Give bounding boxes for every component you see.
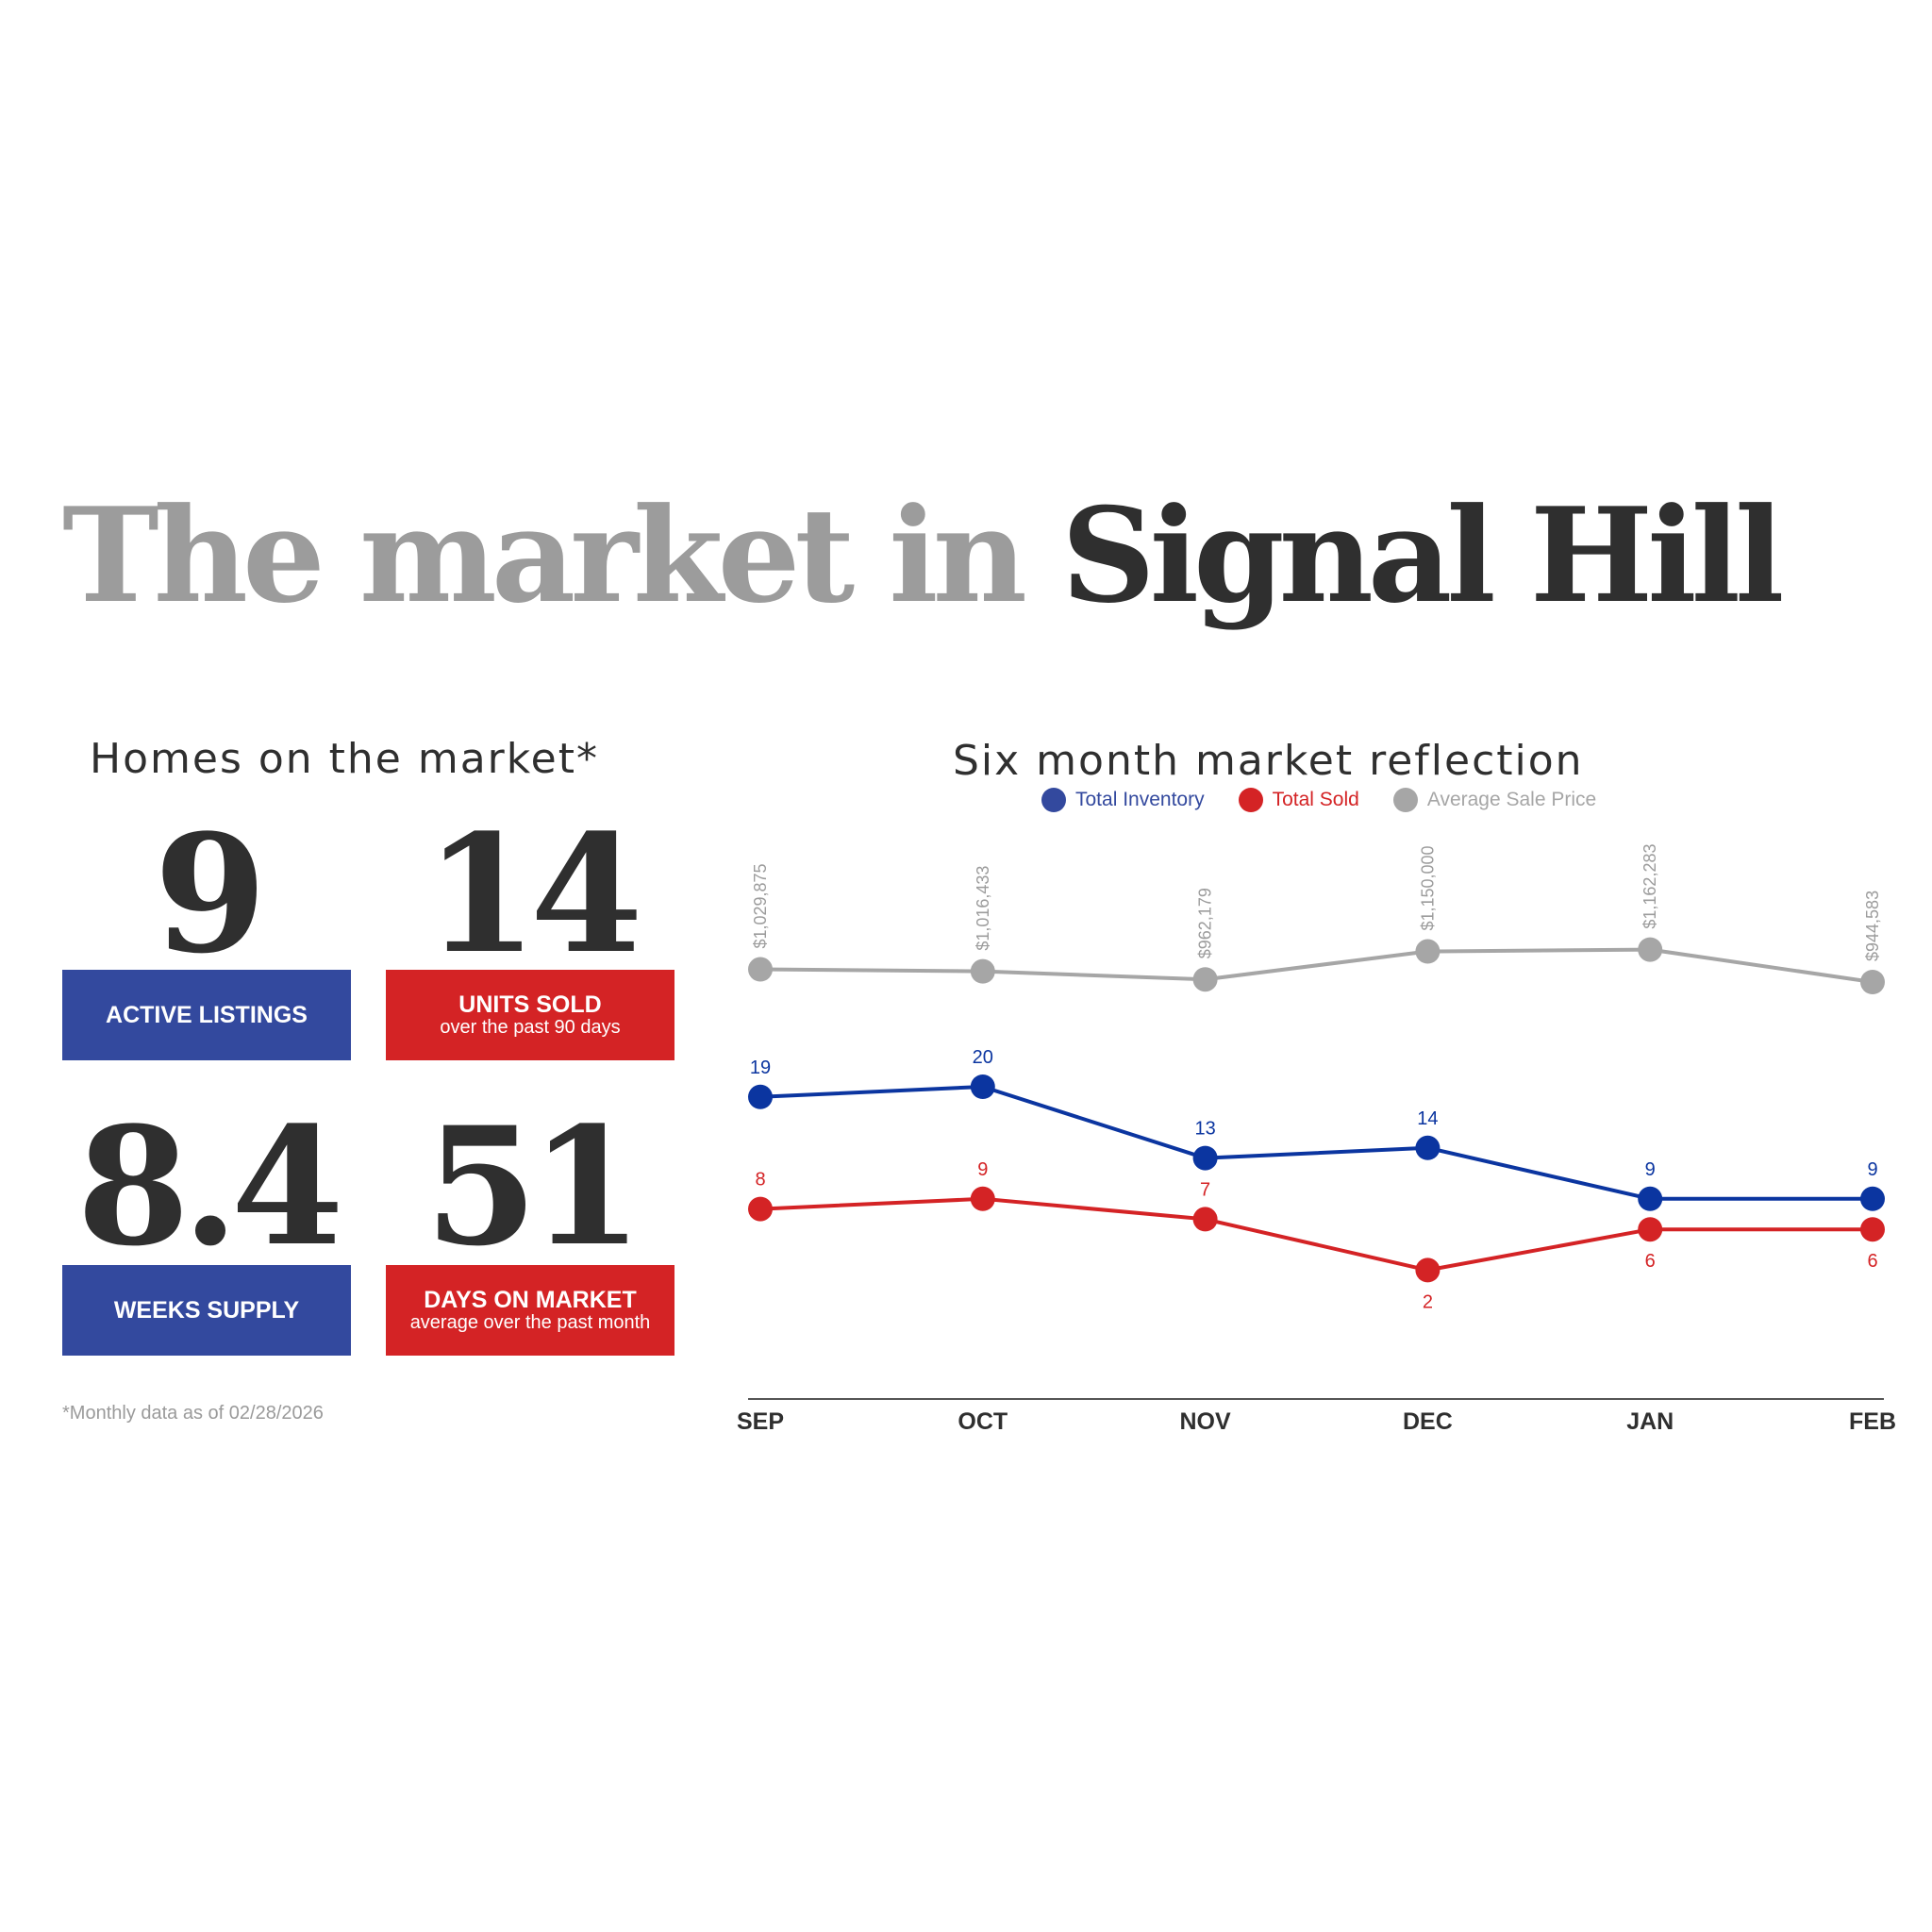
data-point-sold-nov: [1192, 1207, 1218, 1232]
legend-dot-total-sold: [1238, 788, 1263, 812]
data-label-inventory-feb: 9: [1867, 1159, 1877, 1180]
legend-dot-average-sale-price: [1392, 788, 1418, 812]
data-label-sold-jan: 6: [1645, 1251, 1656, 1272]
data-label-price-jan: $1,162,283: [1641, 844, 1659, 929]
weeks-supply-label: WEEKS SUPPLY: [113, 1296, 300, 1324]
legend-label-total-sold: Total Sold: [1272, 789, 1359, 810]
units-sold-label: UNITS SOLD: [458, 991, 602, 1018]
units-sold-value: 14: [425, 798, 642, 990]
data-point-inventory-feb: [1860, 1186, 1885, 1211]
data-label-inventory-oct: 20: [973, 1047, 993, 1068]
data-point-inventory-jan: [1638, 1186, 1663, 1211]
x-tick-label-jan: JAN: [1626, 1408, 1674, 1435]
legend-item-average-sale-price: Average Sale Price: [1392, 788, 1597, 812]
legend-label-average-sale-price: Average Sale Price: [1426, 789, 1597, 810]
chart-title: Six month market reflection: [953, 737, 1584, 785]
x-tick-label-sep: SEP: [737, 1408, 784, 1435]
series-line-price: [759, 947, 1874, 984]
weeks-supply-value: 8.4: [76, 1091, 343, 1282]
x-tick-label-oct: OCT: [958, 1408, 1008, 1435]
days-on-market-value: 51: [425, 1091, 642, 1282]
data-point-price-jan: [1638, 937, 1663, 962]
units-sold-box: UNITS SOLD over the past 90 days: [386, 970, 675, 1060]
data-label-inventory-dec: 14: [1417, 1108, 1438, 1129]
legend-item-total-inventory: Total Inventory: [1041, 788, 1205, 812]
data-label-sold-dec: 2: [1423, 1291, 1433, 1312]
data-label-price-oct: $1,016,433: [974, 866, 992, 951]
data-label-price-feb: $944,583: [1863, 891, 1882, 961]
data-point-price-sep: [748, 957, 773, 982]
active-listings-label: ACTIVE LISTINGS: [106, 1001, 308, 1028]
data-point-price-dec: [1415, 939, 1441, 964]
data-point-sold-sep: [748, 1196, 773, 1222]
series-line-inventory: [759, 1085, 1873, 1201]
data-label-sold-oct: 9: [977, 1159, 988, 1180]
days-on-market-box: DAYS ON MARKET average over the past mon…: [386, 1265, 675, 1356]
days-on-market-sub: average over the past month: [409, 1312, 651, 1334]
data-label-inventory-sep: 19: [750, 1058, 771, 1078]
data-point-price-nov: [1192, 967, 1218, 992]
homes-section-title: Homes on the market*: [90, 735, 599, 783]
data-label-sold-sep: 8: [755, 1170, 765, 1191]
data-label-sold-nov: 7: [1200, 1179, 1210, 1200]
title-prefix: The market in: [62, 478, 1027, 632]
data-point-sold-oct: [970, 1186, 995, 1211]
data-point-inventory-oct: [970, 1074, 995, 1099]
active-listings-value: 9: [154, 798, 267, 990]
weeks-supply-box: WEEKS SUPPLY: [62, 1265, 351, 1356]
x-tick-label-dec: DEC: [1403, 1408, 1453, 1435]
data-label-price-sep: $1,029,875: [751, 863, 770, 948]
data-point-inventory-dec: [1415, 1135, 1441, 1160]
x-tick-label-nov: NOV: [1180, 1408, 1232, 1435]
data-point-sold-dec: [1415, 1257, 1441, 1283]
data-point-inventory-sep: [748, 1084, 773, 1109]
x-tick-label-feb: FEB: [1849, 1408, 1896, 1435]
legend-dot-total-inventory: [1041, 788, 1066, 812]
data-label-price-nov: $962,179: [1196, 888, 1215, 958]
title-city: Signal Hill: [1061, 478, 1784, 632]
active-listings-box: ACTIVE LISTINGS: [62, 970, 351, 1060]
legend-label-total-inventory: Total Inventory: [1075, 789, 1205, 810]
units-sold-sub: over the past 90 days: [440, 1017, 621, 1039]
footnote: *Monthly data as of 02/28/2026: [62, 1403, 324, 1424]
data-point-inventory-nov: [1192, 1145, 1218, 1171]
data-label-inventory-nov: 13: [1194, 1119, 1215, 1140]
chart-legend: Total Inventory Total Sold Average Sale …: [1041, 788, 1630, 812]
data-point-sold-feb: [1860, 1217, 1885, 1242]
data-point-price-feb: [1860, 970, 1885, 994]
series-line-sold: [759, 1196, 1873, 1273]
data-point-sold-jan: [1638, 1217, 1663, 1242]
data-label-sold-feb: 6: [1867, 1251, 1877, 1272]
page-title: The market in Signal Hill: [62, 491, 1784, 621]
legend-item-total-sold: Total Sold: [1238, 788, 1359, 812]
days-on-market-label: DAYS ON MARKET: [424, 1286, 637, 1313]
data-label-price-dec: $1,150,000: [1418, 845, 1437, 930]
data-point-price-oct: [970, 958, 995, 984]
data-label-inventory-jan: 9: [1645, 1159, 1656, 1180]
